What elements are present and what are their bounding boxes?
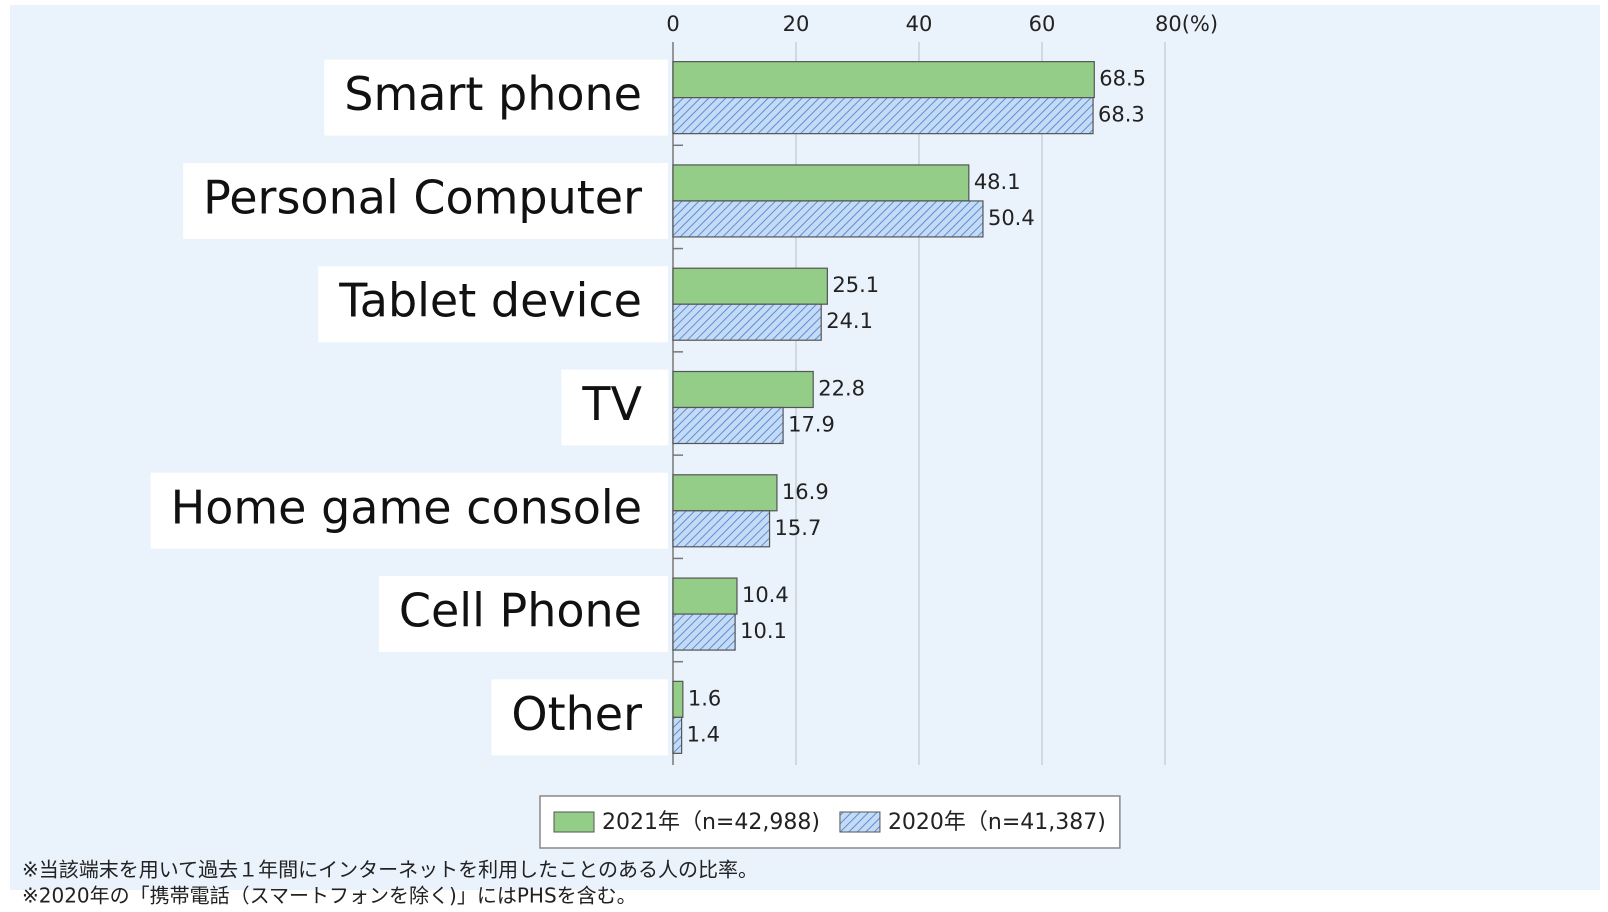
bar [672, 303, 822, 341]
category-label-box [150, 472, 668, 549]
x-tick-label: 0 [666, 12, 679, 36]
bar [672, 267, 828, 305]
bar [672, 406, 784, 445]
legend-label: 2020年（n=41,387) [888, 810, 1106, 835]
value-label: 22.8 [818, 377, 865, 401]
value-label: 1.6 [688, 686, 721, 710]
legend-box [539, 795, 1121, 849]
category-label-box [183, 162, 669, 239]
bar [672, 680, 684, 718]
category-label-group: Tablet device [318, 266, 668, 343]
value-label: 68.3 [1098, 103, 1145, 127]
category-label-group: Smart phone [324, 59, 668, 136]
legend-swatch [839, 811, 881, 833]
legend: 2021年（n=42,988) 2020年（n=41,387) [539, 795, 1121, 849]
bar [672, 577, 738, 615]
legend-label: 2021年（n=42,988) [602, 810, 820, 835]
value-label: 1.4 [687, 722, 720, 746]
x-tick-label: 20 [783, 12, 810, 36]
value-label: 15.7 [775, 516, 822, 540]
category-label-group: Other [491, 679, 669, 756]
footnote: ※2020年の「携帯電話（スマートフォンを除く)」にはPHSを含む。 [22, 884, 637, 908]
category-label-box [324, 59, 668, 136]
category-label: Smart phone [344, 67, 642, 121]
category-label: Cell Phone [399, 584, 642, 638]
value-label: 10.4 [742, 583, 789, 607]
bar [672, 164, 970, 202]
category-label-group: Personal Computer [183, 162, 669, 239]
category-label-box [491, 679, 669, 756]
category-label: TV [581, 377, 642, 431]
value-label: 16.9 [782, 480, 829, 504]
category-label-group: Home game console [150, 472, 668, 549]
x-tick-label: 40 [906, 12, 933, 36]
value-label: 25.1 [832, 273, 879, 297]
bar [672, 510, 771, 548]
value-label: 10.1 [740, 619, 787, 643]
bar [672, 474, 778, 512]
bar [672, 61, 1095, 99]
bar [672, 200, 984, 238]
category-label: Home game console [171, 480, 642, 534]
value-label: 48.1 [974, 170, 1021, 194]
category-label-box [561, 369, 669, 446]
footnote: ※当該端末を用いて過去１年間にインターネットを利用したことのある人の比率。 [22, 858, 758, 882]
value-label: 50.4 [988, 206, 1035, 230]
category-label: Other [511, 687, 642, 741]
category-label-box [378, 576, 668, 653]
bar [672, 613, 736, 651]
x-tick-label: 60 [1029, 12, 1056, 36]
category-label: Tablet device [338, 274, 642, 328]
category-label-group: TV [561, 369, 669, 446]
legend-swatch [553, 811, 595, 833]
background [10, 5, 1600, 890]
bar [672, 97, 1094, 135]
value-label: 17.9 [788, 413, 835, 437]
value-label: 68.5 [1099, 67, 1146, 91]
bar [672, 370, 814, 409]
x-tick-label: 80(%) [1155, 12, 1218, 36]
category-label: Personal Computer [203, 170, 642, 224]
bar [672, 716, 683, 754]
category-label-box [318, 266, 668, 343]
value-label: 24.1 [826, 309, 873, 333]
category-label-group: Cell Phone [378, 576, 668, 653]
